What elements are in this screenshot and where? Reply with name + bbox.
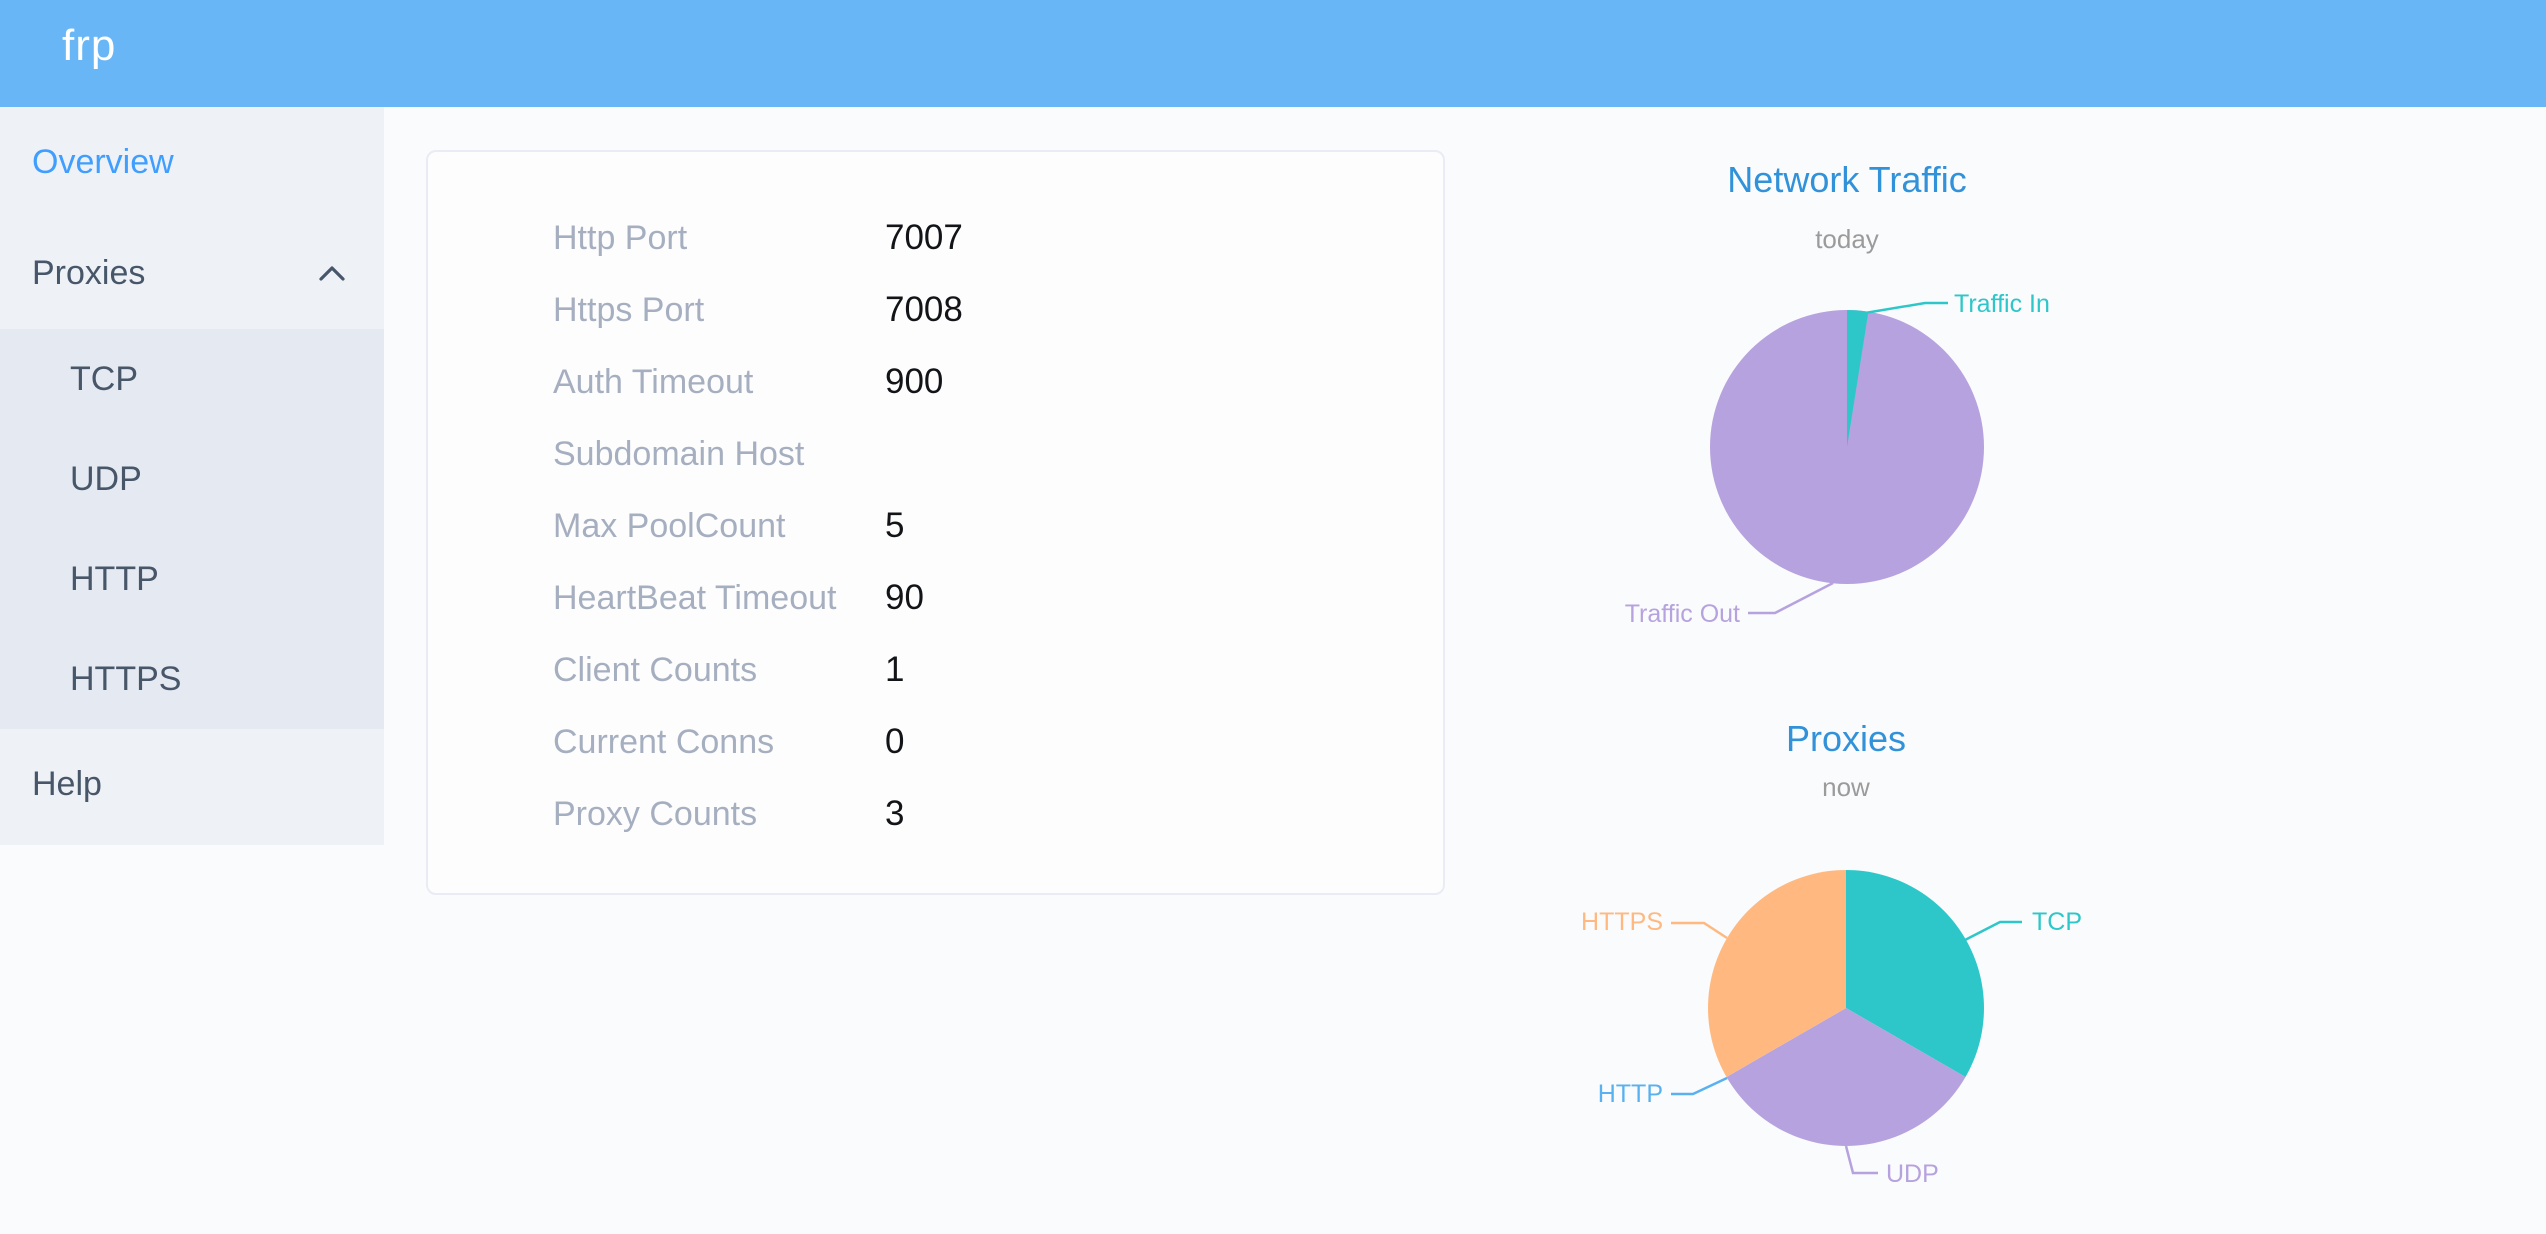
proxies-chart-subtitle: now [1822, 772, 1870, 802]
config-row-current-conns: Current Conns 0 [428, 706, 1443, 778]
proxies-https-slice[interactable] [1708, 870, 1846, 1077]
config-label: HeartBeat Timeout [553, 578, 837, 617]
config-value: 7008 [885, 290, 963, 329]
config-value: 900 [885, 362, 944, 401]
config-row-http-port: Http Port 7007 [428, 202, 1443, 274]
https-callout-line [1671, 921, 1728, 940]
sidebar-item-overview-label: Overview [32, 143, 174, 181]
sidebar: Overview Proxies TCP UDP HTTP HTTPS Help [0, 107, 384, 845]
sidebar-item-proxies[interactable]: Proxies [0, 218, 384, 329]
chevron-up-icon[interactable] [318, 264, 346, 284]
traffic-in-callout-line [1858, 301, 1948, 316]
config-value: 90 [885, 578, 924, 617]
config-label: Proxy Counts [553, 794, 758, 833]
frp-logo: frp [62, 21, 117, 70]
config-label: Client Counts [553, 650, 758, 689]
udp-callout-line [1844, 1145, 1878, 1175]
config-row-subdomain-host: Subdomain Host [428, 418, 1443, 490]
config-row-heartbeat-timeout: HeartBeat Timeout 90 [428, 562, 1443, 634]
sidebar-item-https-label: HTTPS [70, 659, 182, 698]
proxies-tcp-slice[interactable] [1846, 870, 1984, 1077]
sidebar-item-http[interactable]: HTTP [0, 529, 384, 629]
sidebar-item-proxies-label: Proxies [32, 254, 146, 292]
sidebar-item-tcp-label: TCP [70, 359, 138, 398]
sidebar-item-udp[interactable]: UDP [0, 429, 384, 529]
traffic-in-slice[interactable] [1847, 310, 1869, 447]
udp-slice-label: UDP [1886, 1160, 1939, 1188]
server-config-card: Http Port 7007 Https Port 7008 Auth Time… [426, 150, 1445, 895]
sidebar-item-udp-label: UDP [70, 459, 142, 498]
tcp-callout-line [1964, 920, 2022, 942]
sidebar-item-tcp[interactable]: TCP [0, 329, 384, 429]
traffic-out-callout-line [1748, 581, 1834, 615]
config-value: 1 [885, 650, 905, 689]
config-label: Auth Timeout [553, 362, 754, 401]
config-label: Http Port [553, 218, 688, 257]
config-label: Https Port [553, 290, 705, 329]
config-rows: Http Port 7007 Https Port 7008 Auth Time… [428, 202, 1443, 850]
config-value: 3 [885, 794, 905, 833]
config-row-proxy-counts: Proxy Counts 3 [428, 778, 1443, 850]
tcp-slice-label: TCP [2032, 908, 2082, 936]
network-traffic-chart-title: Network Traffic [1727, 159, 1967, 200]
config-label: Current Conns [553, 722, 775, 761]
traffic-in-label: Traffic In [1954, 290, 2050, 318]
https-slice-label: HTTPS [1581, 908, 1663, 936]
config-label: Subdomain Host [553, 434, 805, 473]
proxies-chart-title: Proxies [1785, 718, 1907, 759]
sidebar-item-https[interactable]: HTTPS [0, 629, 384, 729]
network-traffic-chart-subtitle: today [1815, 224, 1879, 254]
config-row-max-poolcount: Max PoolCount 5 [428, 490, 1443, 562]
config-row-client-counts: Client Counts 1 [428, 634, 1443, 706]
sidebar-item-help-label: Help [32, 765, 102, 803]
config-row-https-port: Https Port 7008 [428, 274, 1443, 346]
proxies-submenu: TCP UDP HTTP HTTPS [0, 329, 384, 729]
app-header: frp [0, 0, 2546, 107]
config-value: 0 [885, 722, 905, 761]
sidebar-item-http-label: HTTP [70, 559, 159, 598]
sidebar-item-overview[interactable]: Overview [0, 107, 384, 218]
http-callout-line [1671, 1076, 1728, 1096]
proxies-udp-slice[interactable] [1726, 1008, 1966, 1146]
config-label: Max PoolCount [553, 506, 786, 545]
config-value: 7007 [885, 218, 963, 257]
http-slice-label: HTTP [1597, 1080, 1663, 1108]
traffic-out-label: Traffic Out [1624, 600, 1740, 628]
config-row-auth-timeout: Auth Timeout 900 [428, 346, 1443, 418]
sidebar-item-help[interactable]: Help [0, 729, 384, 840]
config-value: 5 [885, 506, 905, 545]
